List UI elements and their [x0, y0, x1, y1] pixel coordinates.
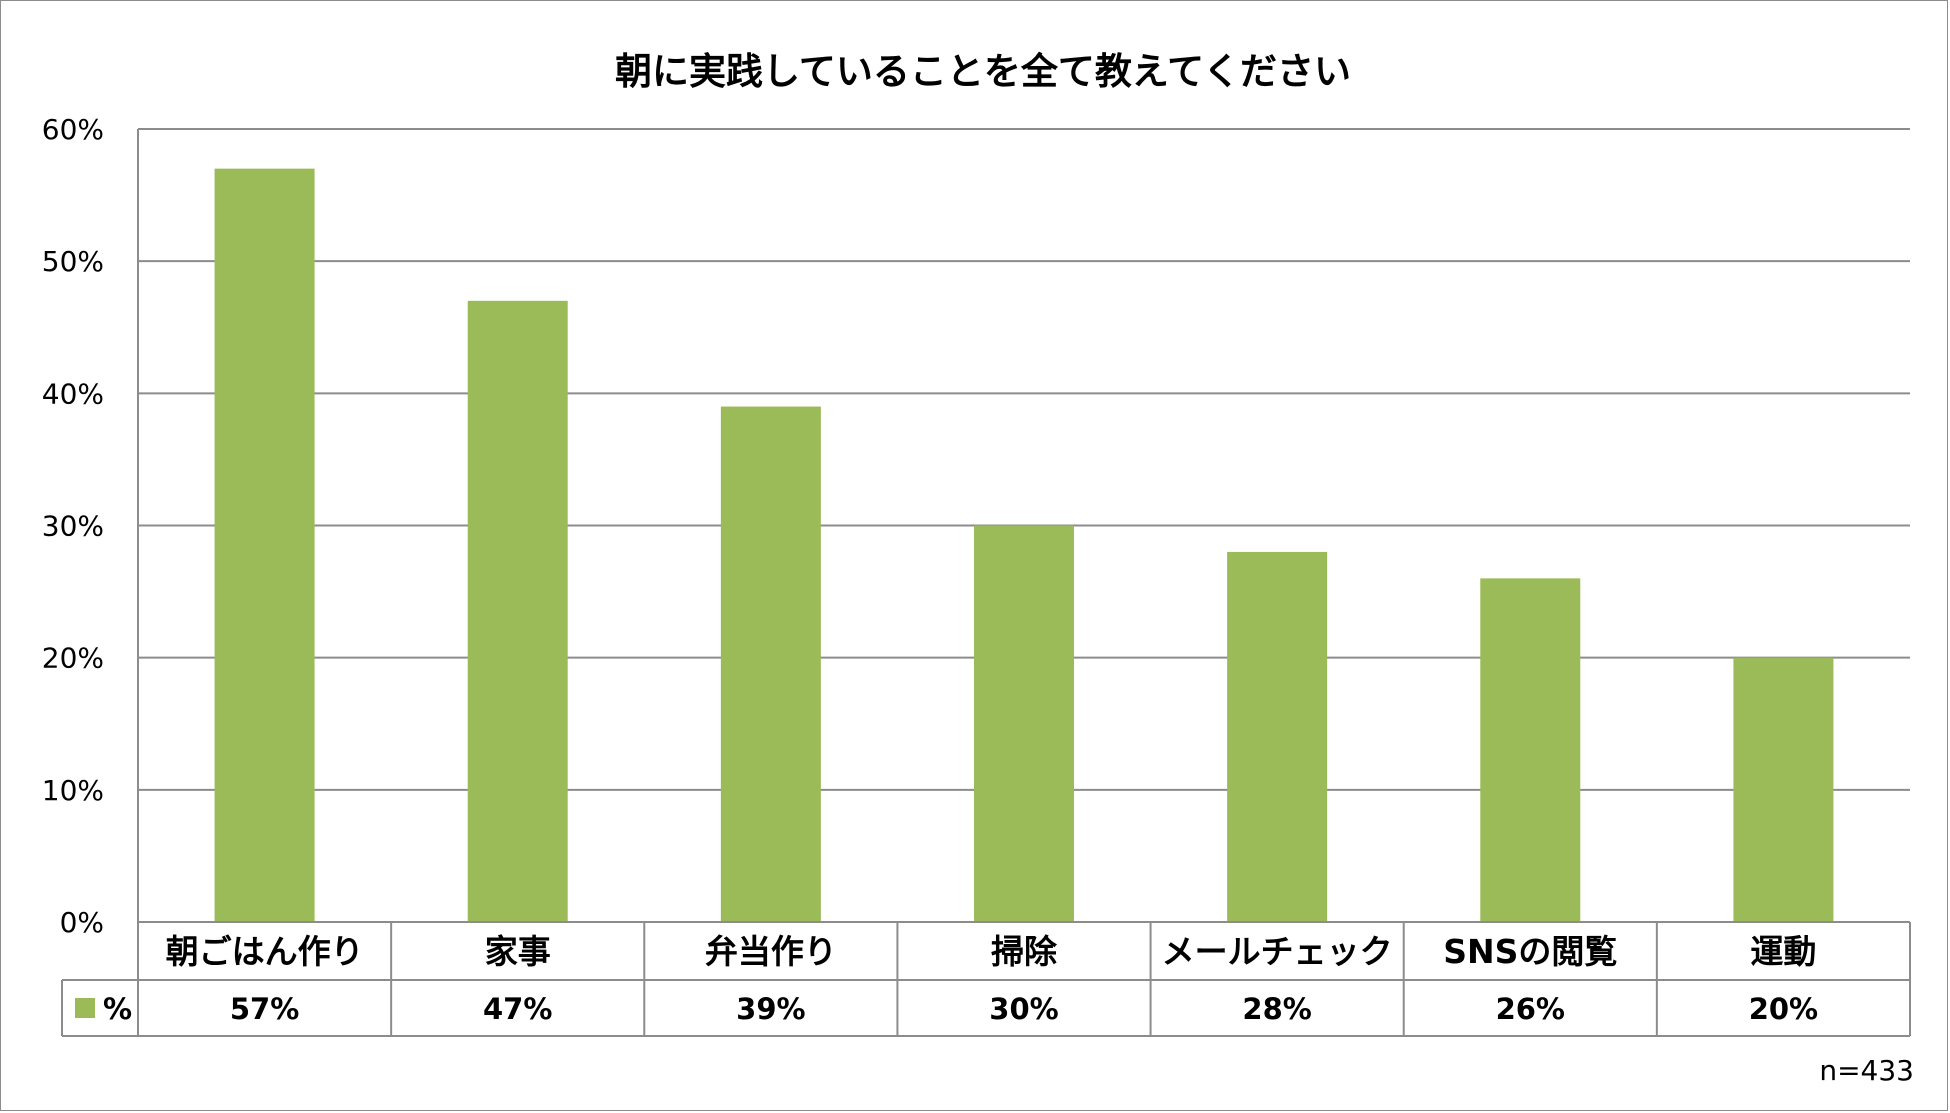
y-tick-label: 30% — [42, 510, 104, 543]
category-label: 弁当作り — [705, 932, 837, 971]
data-label: 57% — [230, 992, 299, 1026]
chart-title: 朝に実践していることを全て教えてください — [615, 50, 1351, 93]
category-label: 掃除 — [991, 932, 1058, 971]
bar — [214, 168, 315, 922]
category-label: メールチェック — [1162, 932, 1393, 971]
data-table: 朝ごはん作り 57% 家事 47% 弁当作り 39% 掃除 30% メールチェック 28% SNSの… — [61, 921, 1911, 1037]
legend-label: % — [103, 992, 132, 1026]
category-label: 家事 — [485, 932, 551, 971]
data-label: 20% — [1749, 992, 1818, 1026]
bar — [974, 525, 1074, 922]
bar — [1227, 551, 1328, 922]
y-tick-label: 60% — [42, 113, 104, 146]
category-label: 運動 — [1750, 932, 1816, 971]
bar — [1733, 657, 1834, 922]
data-label: 26% — [1496, 992, 1565, 1026]
y-tick-label: 10% — [42, 774, 104, 807]
data-label: 39% — [736, 992, 805, 1026]
legend-swatch — [75, 998, 95, 1018]
bar — [1480, 578, 1581, 922]
category-label: SNSの閲覧 — [1443, 932, 1617, 971]
bar — [467, 300, 568, 923]
bars — [214, 168, 1834, 923]
data-label: 47% — [483, 992, 552, 1026]
y-tick-label: 20% — [42, 642, 104, 675]
sample-size-note: n=433 — [1819, 1054, 1914, 1087]
data-label: 30% — [989, 992, 1058, 1026]
gridlines — [137, 128, 1910, 922]
y-tick-label: 50% — [42, 245, 104, 278]
y-tick-label: 40% — [42, 377, 104, 410]
y-axis-tick-labels: 0% 10% 20% 30% 40% 50% 60% — [42, 113, 104, 939]
bar — [720, 406, 821, 922]
category-label: 朝ごはん作り — [166, 932, 364, 971]
data-label: 28% — [1242, 992, 1311, 1026]
y-tick-label: 0% — [60, 906, 104, 939]
